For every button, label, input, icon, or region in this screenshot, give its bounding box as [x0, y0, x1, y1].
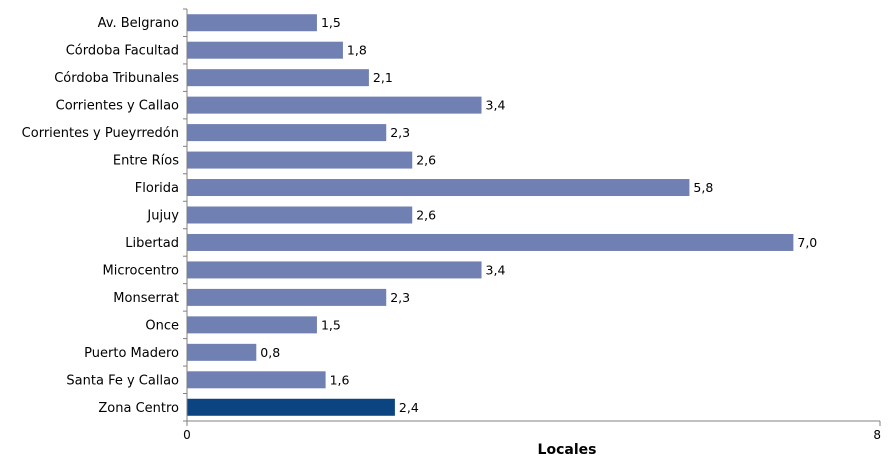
category-label-10: Monserrat: [113, 291, 179, 306]
value-label-5: 2,6: [416, 153, 436, 168]
bar-7: [187, 206, 413, 224]
bar-12: [187, 343, 257, 361]
value-label-9: 3,4: [486, 262, 506, 277]
value-label-7: 2,6: [416, 208, 436, 223]
category-label-3: Corrientes y Callao: [56, 99, 179, 114]
value-label-4: 2,3: [390, 125, 410, 140]
value-label-11: 1,5: [321, 317, 341, 332]
bar-3: [187, 96, 482, 114]
category-label-8: Libertad: [125, 236, 179, 251]
category-label-6: Florida: [135, 181, 179, 196]
bar-4: [187, 124, 387, 142]
value-label-14: 2,4: [399, 400, 419, 415]
value-label-0: 1,5: [321, 15, 341, 30]
value-labels-group: 1,5 1,8 2,1 3,4 2,3 2,6 5,8 2,6 7,0 3,4 2,3 1,5 0,8 1…: [260, 15, 817, 415]
bar-8: [187, 233, 794, 251]
value-label-1: 1,8: [347, 43, 367, 58]
bar-6: [187, 179, 690, 197]
category-label-13: Santa Fe y Callao: [66, 373, 179, 388]
bar-14: [187, 398, 395, 416]
category-label-0: Av. Belgrano: [98, 16, 179, 31]
bar-5: [187, 151, 413, 169]
x-tick-label-1: 8: [873, 428, 881, 442]
x-axis-title: Locales: [538, 442, 597, 456]
bar-9: [187, 261, 482, 279]
value-label-8: 7,0: [797, 235, 817, 250]
bar-10: [187, 288, 387, 306]
category-label-14: Zona Centro: [98, 401, 179, 416]
value-label-2: 2,1: [373, 70, 393, 85]
bar-1: [187, 41, 343, 59]
category-label-7: Jujuy: [146, 209, 179, 224]
value-label-10: 2,3: [390, 290, 410, 305]
category-label-11: Once: [145, 318, 179, 333]
bar-11: [187, 316, 317, 334]
bar-0: [187, 14, 317, 32]
value-label-12: 0,8: [260, 345, 280, 360]
category-labels-group: Av. Belgrano Córdoba Facultad Córdoba Trib…: [22, 16, 180, 416]
category-label-4: Corrientes y Pueyrredón: [22, 126, 179, 141]
value-label-6: 5,8: [693, 180, 713, 195]
category-label-5: Entre Ríos: [113, 154, 179, 169]
category-label-9: Microcentro: [103, 263, 180, 278]
x-tick-label-0: 0: [183, 428, 191, 442]
bar-2: [187, 69, 369, 87]
category-label-12: Puerto Madero: [84, 346, 179, 361]
value-label-13: 1,6: [330, 372, 350, 387]
category-label-2: Córdoba Tribunales: [54, 71, 179, 86]
category-label-1: Córdoba Facultad: [66, 44, 179, 59]
bar-13: [187, 371, 326, 389]
value-label-3: 3,4: [486, 98, 506, 113]
bars-group: [187, 14, 794, 416]
